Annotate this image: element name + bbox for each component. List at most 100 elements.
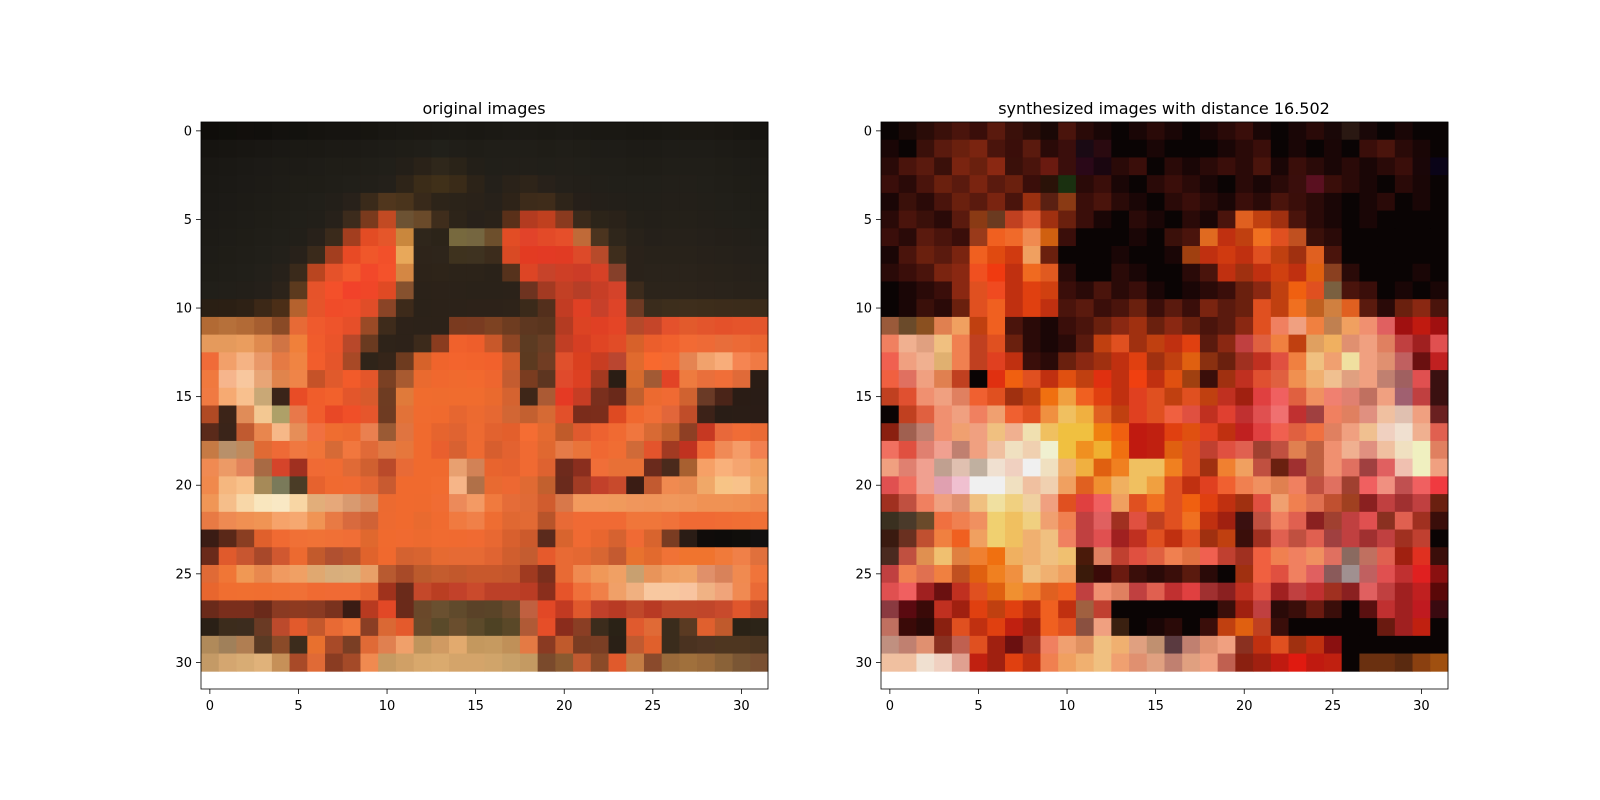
pixel-cell bbox=[1253, 387, 1272, 406]
pixel-cell bbox=[590, 157, 609, 176]
pixel-cell bbox=[590, 494, 609, 513]
pixel-cell bbox=[413, 440, 432, 460]
pixel-cell bbox=[325, 600, 344, 619]
pixel-cell bbox=[951, 600, 970, 619]
pixel-cell bbox=[697, 157, 716, 176]
pixel-cell bbox=[1430, 635, 1449, 654]
pixel-cell bbox=[325, 476, 344, 495]
pixel-cell bbox=[573, 122, 592, 141]
pixel-cell bbox=[1005, 228, 1024, 247]
pixel-cell bbox=[608, 387, 627, 406]
pixel-cell bbox=[431, 299, 450, 318]
pixel-cell bbox=[271, 263, 290, 282]
pixel-cell bbox=[1182, 157, 1201, 176]
pixel-cell bbox=[1412, 210, 1431, 229]
pixel-cell bbox=[254, 582, 273, 601]
pixel-cell bbox=[969, 405, 988, 424]
pixel-cell bbox=[1005, 547, 1024, 566]
pixel-cell bbox=[1075, 494, 1095, 513]
pixel-cell bbox=[732, 600, 751, 619]
pixel-cell bbox=[573, 405, 592, 424]
pixel-cell bbox=[1199, 210, 1219, 229]
pixel-cell bbox=[449, 582, 468, 601]
pixel-cell bbox=[325, 139, 344, 158]
pixel-cell bbox=[750, 547, 769, 566]
pixel-cell bbox=[413, 423, 432, 442]
pixel-cell bbox=[1022, 476, 1041, 495]
pixel-cell bbox=[1022, 564, 1041, 584]
x-tick-label: 25 bbox=[645, 699, 662, 714]
pixel-cell bbox=[916, 635, 935, 654]
pixel-cell bbox=[271, 192, 290, 211]
pixel-cell bbox=[1058, 228, 1077, 247]
pixel-cell bbox=[1058, 423, 1077, 442]
pixel-cell bbox=[1075, 582, 1095, 601]
pixel-cell bbox=[1394, 352, 1413, 371]
pixel-cell bbox=[590, 440, 609, 460]
pixel-cell bbox=[626, 405, 645, 424]
pixel-cell bbox=[1058, 334, 1077, 353]
pixel-cell bbox=[1270, 440, 1289, 460]
pixel-cell bbox=[1288, 387, 1307, 406]
pixel-cell bbox=[1412, 405, 1431, 424]
pixel-cell bbox=[1058, 246, 1077, 265]
pixel-cell bbox=[519, 405, 539, 424]
pixel-cell bbox=[1412, 192, 1431, 211]
pixel-cell bbox=[1412, 122, 1431, 141]
pixel-cell bbox=[449, 175, 468, 194]
pixel-cell bbox=[750, 263, 769, 282]
pixel-cell bbox=[502, 263, 521, 282]
pixel-cell bbox=[502, 387, 521, 406]
pixel-cell bbox=[1306, 175, 1325, 194]
pixel-cell bbox=[1306, 316, 1325, 336]
pixel-cell bbox=[661, 564, 680, 584]
pixel-cell bbox=[431, 582, 450, 601]
pixel-cell bbox=[626, 582, 645, 601]
pixel-cell bbox=[1005, 494, 1024, 513]
pixel-cell bbox=[951, 494, 970, 513]
pixel-cell bbox=[360, 352, 379, 371]
pixel-cell bbox=[502, 122, 521, 141]
pixel-cell bbox=[934, 547, 953, 566]
pixel-cell bbox=[1430, 192, 1449, 211]
pixel-cell bbox=[537, 246, 556, 265]
pixel-cell bbox=[271, 210, 290, 229]
pixel-cell bbox=[1377, 405, 1396, 424]
pixel-cell bbox=[1022, 511, 1041, 530]
pixel-cell bbox=[1394, 600, 1413, 619]
pixel-cell bbox=[1093, 564, 1112, 584]
pixel-cell bbox=[934, 618, 953, 637]
pixel-cell bbox=[519, 547, 539, 566]
pixel-cell bbox=[537, 210, 556, 229]
pixel-cell bbox=[431, 618, 450, 637]
pixel-cell bbox=[1288, 618, 1307, 637]
pixel-cell bbox=[1129, 511, 1148, 530]
pixel-cell bbox=[218, 600, 237, 619]
pixel-cell bbox=[1182, 387, 1201, 406]
pixel-cell bbox=[289, 122, 308, 141]
pixel-cell bbox=[1323, 423, 1343, 442]
pixel-cell bbox=[1359, 582, 1378, 601]
pixel-cell bbox=[236, 246, 255, 265]
pixel-cell bbox=[519, 494, 539, 513]
pixel-cell bbox=[360, 246, 379, 265]
pixel-cell bbox=[431, 494, 450, 513]
pixel-cell bbox=[254, 529, 273, 548]
pixel-cell bbox=[307, 423, 326, 442]
pixel-cell bbox=[732, 334, 751, 353]
pixel-cell bbox=[573, 316, 592, 336]
pixel-cell bbox=[608, 210, 627, 229]
pixel-cell bbox=[1005, 423, 1024, 442]
pixel-cell bbox=[573, 511, 592, 530]
pixel-cell bbox=[987, 529, 1006, 548]
pixel-cell bbox=[201, 635, 220, 654]
pixel-cell bbox=[1253, 281, 1272, 300]
pixel-cell bbox=[342, 618, 361, 637]
pixel-cell bbox=[1005, 157, 1024, 176]
pixel-cell bbox=[519, 387, 539, 406]
pixel-cell bbox=[218, 334, 237, 353]
pixel-cell bbox=[1164, 316, 1183, 336]
pixel-cell bbox=[697, 281, 716, 300]
pixel-cell bbox=[881, 529, 900, 548]
pixel-cell bbox=[1306, 281, 1325, 300]
